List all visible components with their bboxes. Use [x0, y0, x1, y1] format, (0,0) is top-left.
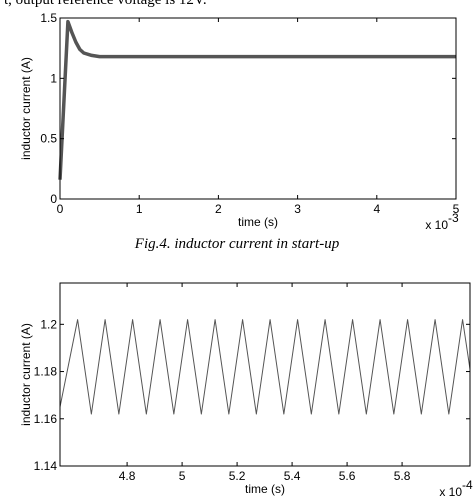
x-tick-label: 5.6: [339, 469, 356, 483]
y-tick-label: 1.5: [40, 11, 57, 25]
x-tick-label: 5.4: [284, 469, 301, 483]
y-tick-label: 1: [50, 71, 57, 85]
y-axis-label: inductor current (A): [19, 323, 33, 426]
y-tick-label: 1.16: [34, 412, 58, 426]
y-tick-label: 1.14: [34, 459, 58, 473]
plot-frame: [59, 17, 457, 200]
x-multiplier: x 10: [425, 218, 448, 232]
plot-frame: [59, 282, 471, 467]
x-axis-label: time (s): [245, 482, 285, 496]
x-tick-label: 5: [453, 202, 460, 216]
y-tick-label: 1.2: [40, 317, 57, 331]
x-tick-label: 4.8: [119, 469, 136, 483]
x-multiplier-exponent: -3: [448, 211, 459, 225]
y-axis-label: inductor current (A): [19, 57, 33, 160]
x-tick-label: 1: [136, 202, 143, 216]
x-tick-label: 5.2: [229, 469, 246, 483]
x-axis-label: time (s): [238, 215, 278, 229]
x-tick-label: 3: [294, 202, 301, 216]
data-line: [59, 319, 471, 415]
x-tick-label: 5.8: [394, 469, 411, 483]
x-tick-label: 4: [373, 202, 380, 216]
x-multiplier-exponent: -4: [462, 478, 473, 492]
body-text: t, output reference voltage is 12V.: [4, 0, 207, 8]
figure-caption: Fig.4. inductor current in start-up: [134, 236, 340, 252]
y-tick-label: 1.18: [34, 365, 58, 379]
y-tick-label: 0: [50, 192, 57, 206]
data-line: [58, 19, 456, 180]
x-tick-label: 5: [179, 469, 186, 483]
x-tick-label: 0: [57, 202, 64, 216]
x-multiplier: x 10: [439, 485, 462, 497]
y-tick-label: 0.5: [40, 132, 57, 146]
x-tick-label: 2: [215, 202, 222, 216]
